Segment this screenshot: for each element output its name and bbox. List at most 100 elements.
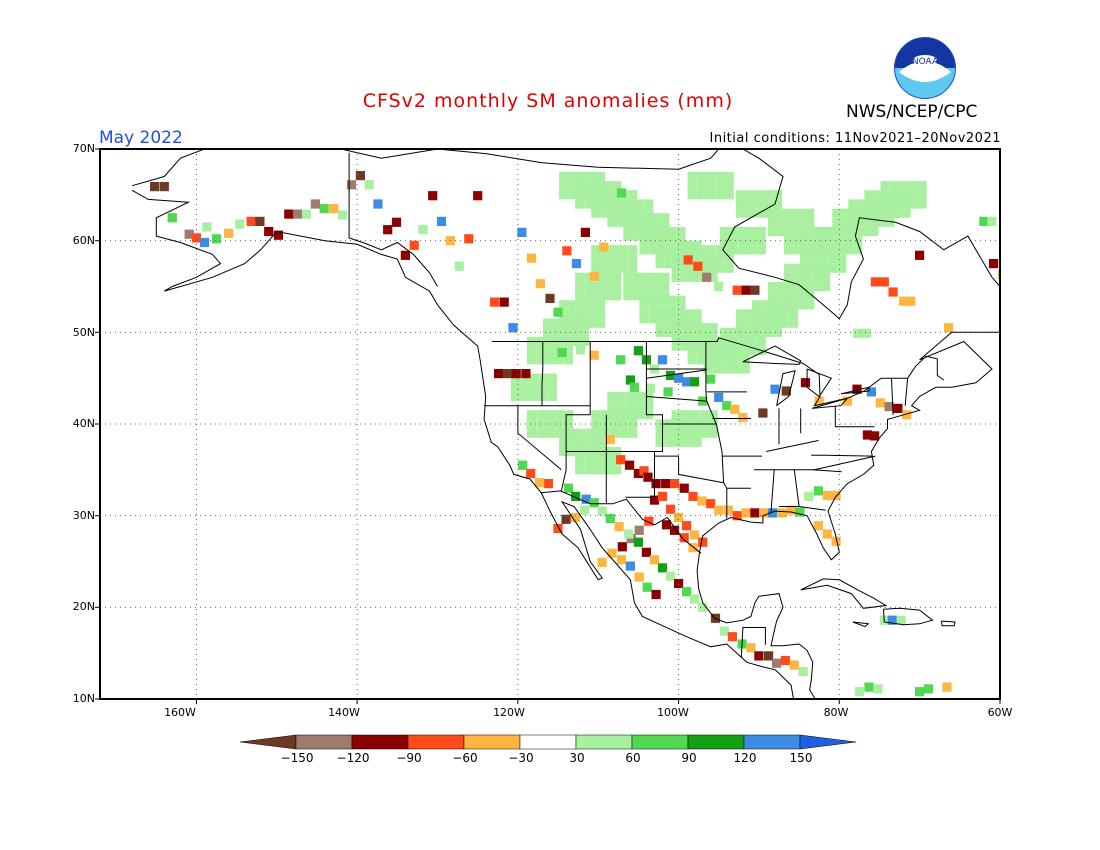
anomaly-cell bbox=[729, 327, 739, 337]
anomaly-cell bbox=[908, 190, 918, 200]
anomaly-cell bbox=[825, 226, 835, 237]
anomaly-cell bbox=[577, 309, 587, 319]
anomaly-cell bbox=[687, 171, 697, 182]
anomaly-cell bbox=[674, 327, 684, 337]
anomaly-cell bbox=[597, 557, 607, 567]
anomaly-cell bbox=[624, 529, 634, 539]
anomaly-cell bbox=[628, 419, 638, 429]
anomaly-cell bbox=[577, 181, 587, 191]
anomaly-cell bbox=[553, 523, 563, 534]
anomaly-cell bbox=[795, 217, 805, 227]
anomaly-cell bbox=[609, 419, 619, 429]
anomaly-cell bbox=[761, 300, 771, 310]
anomaly-cell bbox=[571, 491, 581, 501]
anomaly-cell bbox=[831, 536, 841, 546]
anomaly-cell bbox=[639, 245, 649, 255]
anomaly-cell bbox=[628, 410, 638, 420]
anomaly-cell bbox=[338, 210, 348, 220]
anomaly-cell bbox=[563, 419, 574, 429]
anomaly-cell bbox=[536, 428, 546, 438]
anomaly-cell bbox=[584, 281, 594, 292]
anomaly-cell bbox=[628, 208, 638, 218]
state-boundary bbox=[560, 341, 591, 492]
anomaly-cell bbox=[692, 318, 702, 328]
anomaly-cell bbox=[763, 309, 773, 319]
anomaly-cell bbox=[688, 543, 698, 553]
puerto-rico bbox=[940, 620, 956, 627]
anomaly-cell bbox=[788, 309, 799, 319]
anomaly-cell bbox=[901, 190, 911, 200]
anomaly-cell bbox=[634, 525, 644, 535]
anomaly-cell bbox=[822, 490, 832, 501]
anomaly-cell bbox=[758, 408, 768, 418]
anomaly-cell bbox=[628, 254, 638, 264]
anomaly-cell bbox=[715, 181, 725, 191]
anomaly-cell bbox=[628, 245, 638, 255]
state-boundary bbox=[779, 506, 826, 511]
anomaly-cell bbox=[841, 217, 851, 227]
anomaly-cell bbox=[641, 231, 651, 241]
anomaly-cell bbox=[674, 259, 684, 269]
anomaly-cell bbox=[674, 512, 684, 523]
anomaly-cell bbox=[706, 355, 716, 365]
state-boundary bbox=[904, 378, 909, 406]
anomaly-cell bbox=[639, 314, 649, 324]
anomaly-cell bbox=[997, 270, 1000, 280]
anomaly-cell bbox=[688, 491, 698, 501]
anomaly-cell bbox=[657, 491, 668, 501]
anomaly-cell bbox=[616, 188, 627, 198]
anomaly-cell bbox=[612, 272, 622, 282]
anomaly-cell bbox=[827, 263, 838, 273]
anomaly-cell bbox=[373, 199, 383, 209]
anomaly-cell bbox=[731, 355, 741, 365]
anomaly-cell bbox=[150, 182, 160, 192]
anomaly-cell bbox=[754, 651, 764, 661]
anomaly-cell bbox=[641, 281, 651, 292]
anomaly-cell bbox=[679, 533, 689, 543]
anomaly-cell bbox=[772, 208, 782, 218]
anomaly-cell bbox=[273, 230, 283, 240]
anomaly-cell bbox=[944, 323, 954, 333]
anomaly-cell bbox=[633, 346, 643, 356]
anomaly-cell bbox=[589, 498, 599, 508]
anomaly-cell bbox=[708, 263, 718, 273]
anomaly-cell bbox=[768, 217, 778, 227]
anomaly-cell bbox=[609, 254, 619, 264]
anomaly-cell bbox=[680, 272, 690, 282]
anomaly-cell bbox=[635, 391, 645, 402]
anomaly-cell bbox=[618, 263, 629, 273]
anomaly-cell bbox=[246, 216, 256, 226]
anomaly-cell bbox=[821, 281, 831, 292]
anomaly-cell bbox=[795, 281, 805, 292]
anomaly-cell bbox=[605, 513, 615, 523]
anomaly-cell bbox=[593, 291, 603, 301]
anomaly-cell bbox=[683, 318, 693, 328]
colorbar-segment bbox=[687, 734, 745, 750]
anomaly-cell bbox=[779, 309, 789, 319]
anomaly-cell bbox=[563, 428, 574, 438]
anomaly-cell bbox=[804, 491, 814, 501]
lon-label: 100W bbox=[657, 706, 689, 719]
anomaly-cell bbox=[786, 226, 796, 237]
anomaly-cell bbox=[586, 171, 596, 182]
anomaly-cell bbox=[738, 245, 748, 255]
anomaly-cell bbox=[706, 171, 716, 182]
anomaly-cell bbox=[400, 250, 410, 260]
anomaly-cell bbox=[754, 309, 764, 319]
anomaly-cell bbox=[418, 225, 428, 235]
state-boundary bbox=[812, 469, 842, 473]
anomaly-cell bbox=[552, 318, 562, 328]
anomaly-cell bbox=[738, 336, 748, 347]
anomaly-cell bbox=[609, 245, 619, 255]
anomaly-cell bbox=[763, 199, 773, 209]
anomaly-cell bbox=[517, 227, 527, 237]
anomaly-cell bbox=[625, 460, 635, 470]
lat-label: 60N bbox=[72, 234, 95, 247]
anomaly-cell bbox=[756, 327, 766, 337]
anomaly-cell bbox=[708, 341, 718, 351]
anomaly-cell bbox=[494, 369, 504, 379]
anomaly-cell bbox=[526, 253, 537, 263]
anomaly-cell bbox=[699, 410, 709, 420]
anomaly-cell bbox=[159, 182, 169, 192]
anomaly-cell bbox=[584, 291, 594, 301]
